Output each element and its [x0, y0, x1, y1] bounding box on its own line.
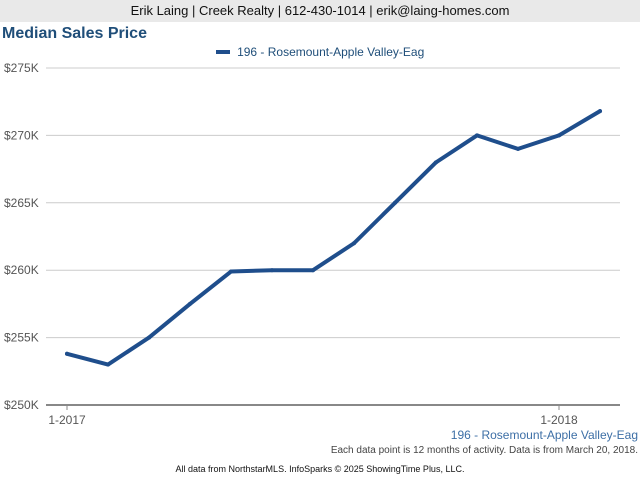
series-line: [65, 109, 602, 367]
agent-contact-header: Erik Laing | Creek Realty | 612-430-1014…: [0, 0, 640, 22]
y-tick-label: $255K: [4, 331, 39, 345]
chart-legend[interactable]: 196 - Rosemount-Apple Valley-Eag: [0, 45, 640, 59]
x-tick-label: 1-2018: [540, 413, 578, 427]
data-point: [106, 362, 110, 367]
legend-swatch-icon: [215, 49, 230, 54]
data-point: [516, 146, 520, 151]
y-tick-label: $260K: [4, 263, 39, 277]
y-tick-label: $265K: [4, 196, 39, 210]
series-label: 196 - Rosemount-Apple Valley-Eag: [450, 428, 638, 442]
x-tick-label: 1-2017: [48, 413, 86, 427]
data-point: [475, 133, 479, 138]
data-point: [65, 351, 69, 356]
y-tick-label: $270K: [4, 128, 39, 142]
data-point: [598, 109, 602, 114]
data-point: [229, 269, 233, 274]
data-point: [352, 241, 356, 246]
y-tick-label: $250K: [4, 398, 39, 412]
footer-credits: All data from NorthstarMLS. InfoSparks ©…: [175, 464, 465, 474]
data-point: [557, 133, 561, 138]
legend-label: 196 - Rosemount-Apple Valley-Eag: [237, 45, 425, 59]
data-point: [434, 160, 438, 165]
data-point: [188, 301, 192, 306]
data-note: Each data point is 12 months of activity…: [330, 445, 638, 456]
data-point: [270, 268, 274, 273]
agent-contact-text: Erik Laing | Creek Realty | 612-430-1014…: [130, 3, 510, 18]
data-point: [147, 335, 151, 340]
data-point: [393, 200, 397, 205]
y-tick-label: $275K: [4, 61, 39, 75]
data-point: [311, 268, 315, 273]
chart-title: Median Sales Price: [2, 25, 147, 42]
